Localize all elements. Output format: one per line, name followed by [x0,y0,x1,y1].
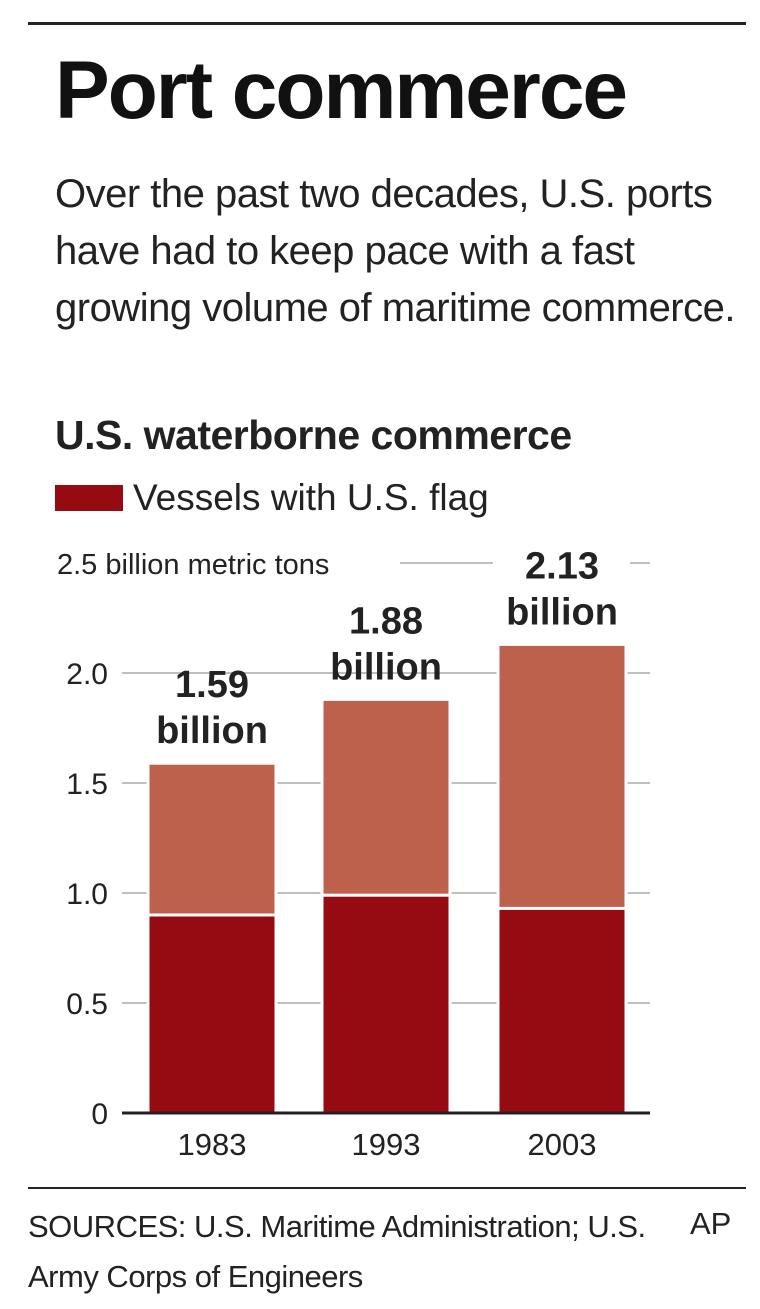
legend-swatch-us-flag [55,485,123,511]
top-rule [28,22,746,25]
x-category-label: 1983 [178,1127,247,1162]
y-tick-label: 1.0 [66,878,108,911]
bar-chart: 0 0.5 1.0 1.5 2.0 2.5 billion metric tons 1.59… [57,545,650,1162]
bar-us-flag [146,913,278,1115]
x-category-label: 2003 [528,1127,597,1162]
bar-us-flag [320,893,452,1115]
bar-value-label: 1.88 [349,600,423,642]
chart-title: U.S. waterborne commerce [55,412,572,458]
bar-value-label: 1.59 [175,664,249,706]
intro-text: Over the past two decades, U.S. ports ha… [55,172,736,330]
sources-text: SOURCES: U.S. Maritime Administration; U… [28,1209,646,1294]
headline: Port commerce [55,45,628,136]
y-tick-label: 0.5 [66,988,108,1021]
credit-text: AP [690,1206,732,1241]
y-unit-label: 2.5 billion metric tons [57,549,329,581]
bar-value-unit-label: billion [156,710,268,752]
bar-value-label: 2.13 [525,545,599,587]
legend-label-us-flag: Vessels with U.S. flag [133,477,489,518]
x-category-label: 1993 [352,1127,421,1162]
bar-us-flag [496,906,628,1115]
bar-value-unit-label: billion [506,591,618,633]
y-tick-label: 0 [91,1098,108,1131]
y-tick-label: 1.5 [66,768,108,801]
chart-legend: Vessels with U.S. flag [55,474,489,522]
y-tick-label: 2.0 [66,658,108,691]
bar-value-unit-label: billion [330,646,442,688]
bottom-rule [28,1187,746,1189]
